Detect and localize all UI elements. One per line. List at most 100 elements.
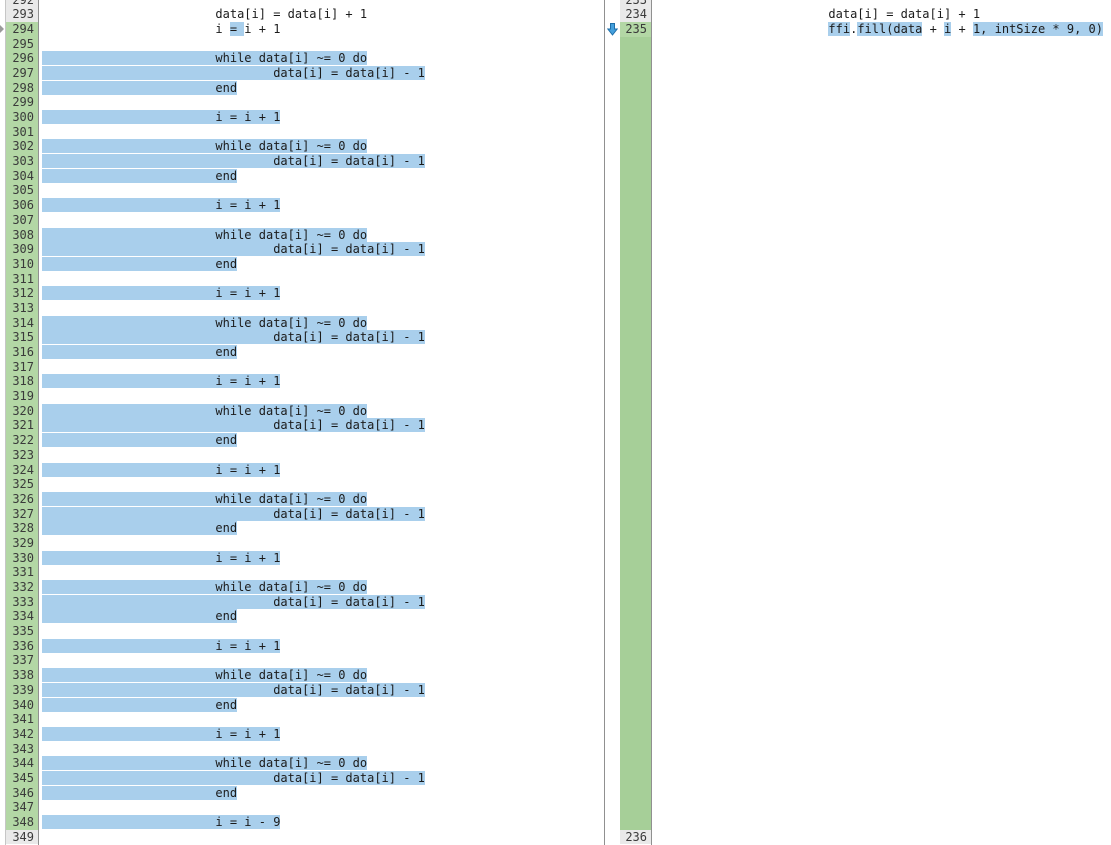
code-line[interactable] <box>39 536 604 551</box>
code-line[interactable] <box>652 609 1111 624</box>
code-line[interactable] <box>652 653 1111 668</box>
code-line[interactable] <box>652 198 1111 213</box>
code-line[interactable] <box>652 404 1111 419</box>
code-line[interactable] <box>652 330 1111 345</box>
code-line[interactable]: while data[i] ~= 0 do <box>39 580 604 595</box>
code-line[interactable] <box>652 345 1111 360</box>
code-line[interactable]: while data[i] ~= 0 do <box>39 668 604 683</box>
code-line[interactable]: i = i + 1 <box>39 462 604 478</box>
code-line[interactable] <box>39 830 604 845</box>
code-line[interactable] <box>652 698 1111 713</box>
code-line[interactable] <box>652 712 1111 727</box>
code-line[interactable]: while data[i] ~= 0 do <box>39 403 604 419</box>
code-line[interactable] <box>652 374 1111 389</box>
code-line[interactable] <box>652 477 1111 492</box>
code-line[interactable] <box>652 683 1111 698</box>
left-pane-selection-margin[interactable] <box>0 0 6 845</box>
code-line[interactable] <box>652 800 1111 815</box>
code-line[interactable] <box>652 507 1111 522</box>
code-line[interactable] <box>652 463 1111 478</box>
code-line[interactable] <box>652 316 1111 331</box>
code-line[interactable]: i = i + 1 <box>39 550 604 566</box>
code-line[interactable]: i = i + 1 <box>39 110 604 125</box>
code-line[interactable]: i = i + 1 <box>39 21 604 37</box>
code-line[interactable] <box>652 580 1111 595</box>
code-line[interactable]: end <box>39 168 604 184</box>
code-line[interactable] <box>39 125 604 140</box>
code-line[interactable]: end <box>39 256 604 272</box>
code-line[interactable] <box>652 830 1111 845</box>
code-line[interactable]: data[i] = data[i] - 1 <box>39 242 604 257</box>
code-line[interactable] <box>652 242 1111 257</box>
code-line[interactable] <box>652 301 1111 316</box>
code-line[interactable] <box>652 786 1111 801</box>
code-line[interactable] <box>652 0 1111 7</box>
code-line[interactable] <box>652 257 1111 272</box>
code-line[interactable] <box>652 81 1111 96</box>
code-line[interactable] <box>652 448 1111 463</box>
code-line[interactable] <box>652 624 1111 639</box>
code-line[interactable] <box>652 51 1111 66</box>
code-line[interactable]: while data[i] ~= 0 do <box>39 51 604 66</box>
code-line[interactable] <box>39 653 604 668</box>
code-line[interactable] <box>652 125 1111 140</box>
code-line[interactable]: while data[i] ~= 0 do <box>39 491 604 507</box>
code-line[interactable] <box>39 477 604 492</box>
code-line[interactable]: data[i] = data[i] - 1 <box>39 506 604 522</box>
code-line[interactable]: while data[i] ~= 0 do <box>39 756 604 771</box>
code-line[interactable]: data[i] = data[i] - 1 <box>39 154 604 169</box>
code-line[interactable] <box>652 668 1111 683</box>
code-line[interactable]: while data[i] ~= 0 do <box>39 315 604 331</box>
code-line[interactable] <box>39 800 604 815</box>
code-line[interactable]: while data[i] ~= 0 do <box>39 227 604 243</box>
right-pane-code-area[interactable]: data[i] = data[i] + 1 ffi.fill(data + i … <box>652 0 1111 845</box>
code-line[interactable] <box>652 37 1111 52</box>
code-line[interactable] <box>652 213 1111 228</box>
code-line[interactable] <box>652 95 1111 110</box>
code-line[interactable] <box>39 389 604 404</box>
code-line[interactable] <box>39 360 604 375</box>
code-line[interactable] <box>39 742 604 757</box>
code-line[interactable] <box>39 37 604 52</box>
code-line[interactable] <box>652 815 1111 830</box>
code-line[interactable] <box>39 183 604 198</box>
code-line[interactable] <box>652 433 1111 448</box>
code-line[interactable] <box>39 301 604 316</box>
code-line[interactable]: data[i] = data[i] + 1 <box>39 7 604 22</box>
code-line[interactable]: data[i] = data[i] - 1 <box>39 770 604 786</box>
code-line[interactable] <box>652 639 1111 654</box>
code-line[interactable]: i = i - 9 <box>39 815 604 830</box>
code-line[interactable]: end <box>39 80 604 96</box>
code-line[interactable] <box>652 492 1111 507</box>
code-line[interactable] <box>652 66 1111 81</box>
code-line[interactable]: end <box>39 609 604 624</box>
code-line[interactable]: i = i + 1 <box>39 286 604 301</box>
code-line[interactable] <box>652 727 1111 742</box>
code-line[interactable] <box>652 139 1111 154</box>
code-line[interactable] <box>652 183 1111 198</box>
code-line[interactable] <box>652 418 1111 433</box>
code-line[interactable] <box>39 624 604 639</box>
code-line[interactable] <box>652 110 1111 125</box>
code-line[interactable] <box>39 95 604 110</box>
code-line[interactable] <box>39 565 604 580</box>
code-line[interactable] <box>652 771 1111 786</box>
code-line[interactable] <box>652 551 1111 566</box>
code-line[interactable] <box>39 213 604 228</box>
code-line[interactable]: data[i] = data[i] - 1 <box>39 65 604 81</box>
code-line[interactable]: data[i] = data[i] + 1 <box>652 7 1111 22</box>
code-line[interactable] <box>39 272 604 287</box>
code-line[interactable] <box>652 389 1111 404</box>
code-line[interactable] <box>652 286 1111 301</box>
code-line[interactable] <box>652 272 1111 287</box>
code-line[interactable] <box>652 742 1111 757</box>
code-line[interactable] <box>652 536 1111 551</box>
code-line[interactable] <box>39 0 604 7</box>
code-line[interactable]: i = i + 1 <box>39 198 604 213</box>
code-line[interactable]: end <box>39 785 604 801</box>
code-line[interactable] <box>39 448 604 463</box>
code-line[interactable]: end <box>39 345 604 360</box>
code-line[interactable] <box>652 228 1111 243</box>
code-line[interactable]: i = i + 1 <box>39 726 604 742</box>
code-line[interactable]: ffi.fill(data + i + 1, intSize * 9, 0) <box>652 21 1111 37</box>
